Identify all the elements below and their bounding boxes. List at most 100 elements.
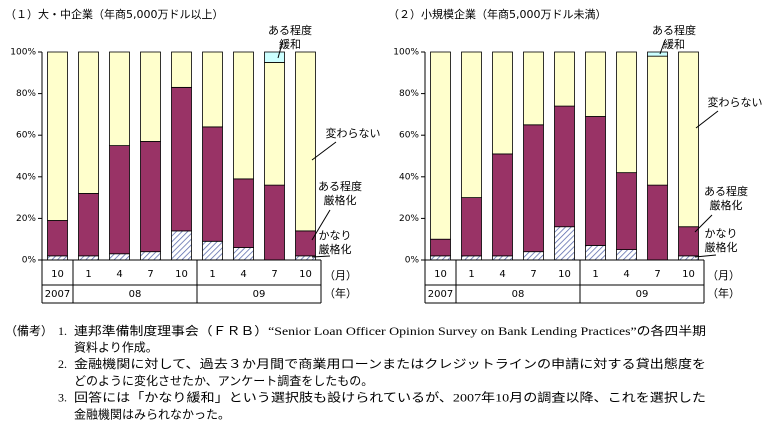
leader-line [311,255,331,258]
x-tick-label: 4 [116,269,122,280]
x-tick-label: 4 [499,269,505,280]
bar-segment [109,145,130,255]
x-axis-label: （年） [707,286,740,300]
note-number: 2. [58,357,67,371]
leader-line [311,209,331,241]
bar-segment [78,51,99,194]
y-tick-label: 40% [399,172,419,182]
note-text: 連邦準備制度理事会（ＦＲＢ）“Senior Loan Officer Opini… [74,323,706,338]
bar-segment [109,253,130,261]
leader-line [659,39,666,55]
x-tick-label: 7 [530,269,536,280]
bar-segment [616,172,637,250]
x-tick-label: 10 [51,269,64,280]
bar-segment [47,220,68,257]
bar-segment [554,226,575,261]
bar-segment [233,178,254,248]
x-tick-label: 1 [209,269,215,280]
bar-segment [492,255,513,261]
leader-line [694,214,713,233]
x-tick-label: 10 [682,269,695,280]
bar-segment [295,230,316,257]
x-tick-label: 10 [558,269,571,280]
series-label: 変わらない [325,127,381,140]
bar-segment [140,251,161,261]
bar-segment [585,116,606,246]
chart-title: （２）小規模企業（年商5,000万ドル未満） [388,7,607,21]
bar-segment [585,245,606,261]
bar-segment [78,193,99,257]
y-tick-label: 80% [16,89,36,99]
bar-segment [430,51,451,240]
bar-segment [647,51,668,57]
note-number: 1. [58,324,67,338]
bar-segment [47,51,68,221]
x-tick-label: 4 [240,269,246,280]
bar-segment [171,86,192,232]
year-label: 2007 [45,289,70,300]
y-tick-label: 0% [405,256,420,266]
bar-segment [202,126,223,242]
bar-segment [585,51,606,117]
bar-segment [264,184,285,261]
bar-segment [295,51,316,232]
note-text: 金融機関はみられなかった。 [74,406,230,421]
bar-segment [461,255,482,261]
note-number: 3. [58,391,67,405]
leader-line [277,39,284,59]
bar-segment [678,51,699,228]
leader-line [311,141,337,161]
bar-segment [109,51,130,146]
bar-segment [430,255,451,261]
leader-line [695,110,719,129]
bar-segment [616,249,637,261]
note-text: どのように変化させたか、アンケート調査をしたもの。 [74,373,373,388]
bar-segment [171,51,192,88]
y-tick-label: 20% [16,214,36,224]
bar-segment [47,255,68,261]
series-label: ある程度厳格化 [318,180,362,207]
bar-segment [523,51,544,126]
bar-segment [492,153,513,257]
x-tick-label: 7 [271,269,277,280]
y-tick-label: 60% [16,131,36,141]
bar-segment [233,51,254,180]
bar-segment [554,51,575,107]
x-tick-label: 7 [654,269,660,280]
y-tick-label: 60% [399,131,419,141]
bar-segment [492,51,513,155]
series-label: ある程度厳格化 [704,185,748,212]
series-label: ある程度緩和 [652,24,696,51]
chart-title: （１）大・中企業（年商5,000万ドル以上） [5,7,224,21]
x-axis-label: （年） [324,286,357,300]
bar-segment [233,247,254,261]
note-text: 資料より作成。 [74,340,158,354]
y-tick-label: 0% [22,256,37,266]
year-label: 09 [253,289,266,300]
x-tick-label: 10 [434,269,447,280]
y-tick-label: 80% [399,89,419,99]
x-tick-label: 1 [592,269,598,280]
x-tick-label: 1 [468,269,474,280]
x-axis-label: （月） [707,269,740,282]
y-tick-label: 40% [16,172,36,182]
series-label: 変わらない [707,96,763,109]
bar-segment [202,51,223,128]
x-tick-label: 1 [85,269,91,280]
year-label: 08 [512,289,525,300]
bar-segment [140,141,161,253]
bar-segment [430,238,451,257]
bar-segment [523,251,544,261]
x-tick-label: 10 [175,269,188,280]
year-label: 2007 [428,289,453,300]
bar-segment [461,197,482,257]
year-label: 08 [129,289,142,300]
x-axis-label: （月） [324,269,357,282]
bar-segment [554,105,575,228]
series-label: かなり厳格化 [704,227,738,254]
note-text: 金融機関に対して、過去３か月間で商業用ローンまたはクレジットラインの申請に対する… [74,356,706,371]
bar-segment [264,51,285,63]
y-tick-label: 100% [10,48,36,58]
bar-segment [202,240,223,261]
